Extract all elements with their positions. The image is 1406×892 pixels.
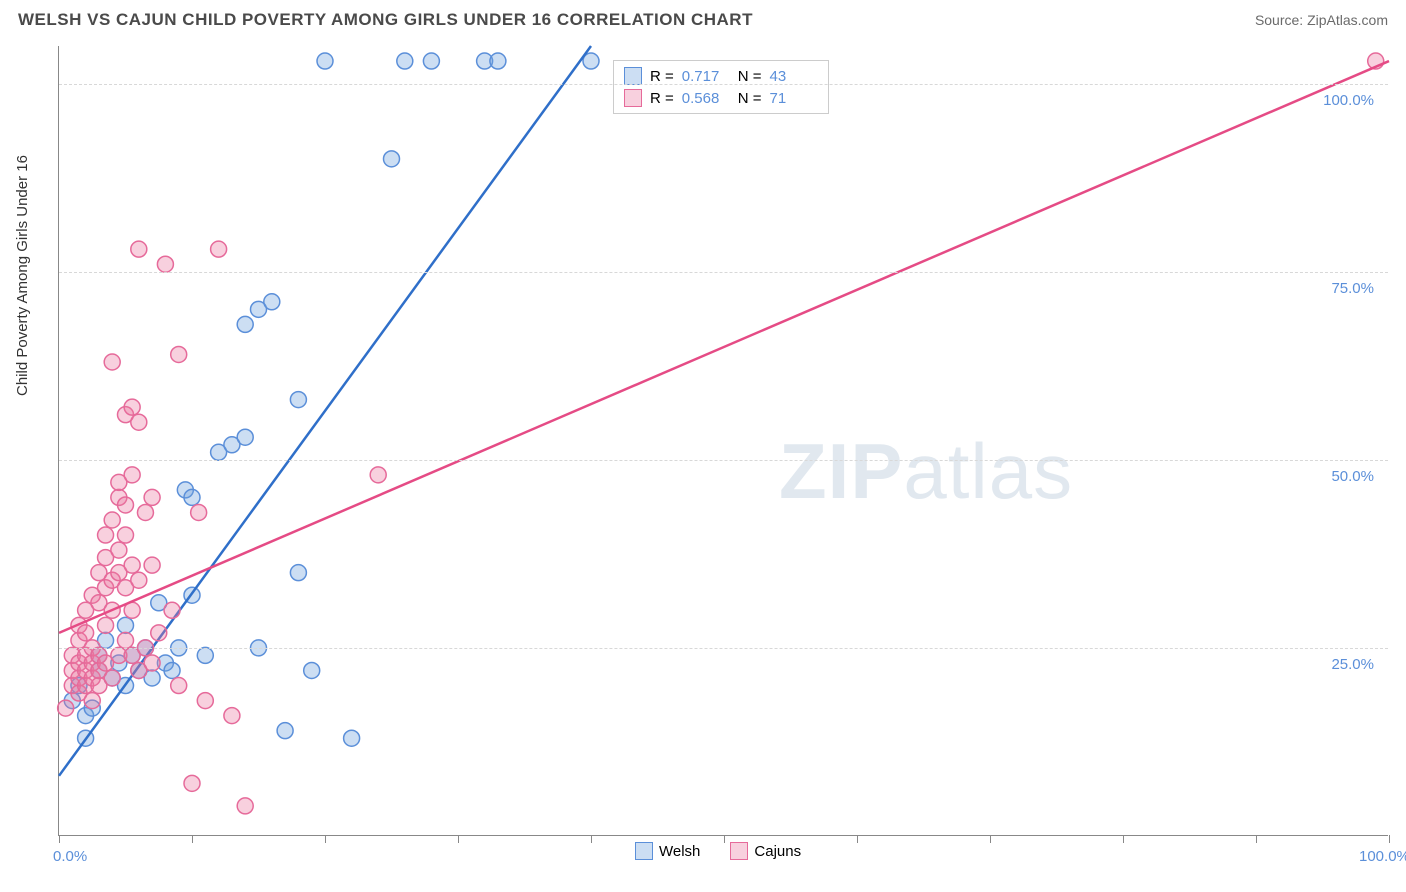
scatter-point <box>151 625 167 641</box>
legend-item: Welsh <box>635 842 700 860</box>
scatter-point <box>84 693 100 709</box>
chart-area: Child Poverty Among Girls Under 16 ZIPat… <box>0 36 1406 886</box>
chart-source: Source: ZipAtlas.com <box>1255 12 1388 28</box>
legend-r-label: R = <box>650 90 674 107</box>
scatter-point <box>157 256 173 272</box>
scatter-point <box>118 632 134 648</box>
scatter-point <box>184 489 200 505</box>
scatter-point <box>124 399 140 415</box>
scatter-point <box>397 53 413 69</box>
scatter-point <box>317 53 333 69</box>
legend-swatch <box>730 842 748 860</box>
legend-item: Cajuns <box>730 842 801 860</box>
scatter-point <box>104 512 120 528</box>
legend-label: Cajuns <box>754 843 801 860</box>
scatter-point <box>144 557 160 573</box>
scatter-point <box>237 429 253 445</box>
x-tick <box>59 835 60 843</box>
scatter-point <box>137 504 153 520</box>
chart-header: WELSH VS CAJUN CHILD POVERTY AMONG GIRLS… <box>0 0 1406 36</box>
scatter-point <box>104 670 120 686</box>
y-tick-label: 100.0% <box>1323 92 1374 109</box>
scatter-point <box>118 497 134 513</box>
x-tick <box>1256 835 1257 843</box>
x-tick-label: 0.0% <box>53 848 87 865</box>
scatter-point <box>118 617 134 633</box>
scatter-point <box>304 662 320 678</box>
scatter-point <box>98 527 114 543</box>
scatter-point <box>124 557 140 573</box>
grid-line <box>59 648 1388 649</box>
y-tick-label: 75.0% <box>1331 280 1374 297</box>
scatter-point <box>124 467 140 483</box>
scatter-point <box>197 647 213 663</box>
correlation-legend: R = 0.717 N = 43 R = 0.568 N = 71 <box>613 60 829 114</box>
scatter-point <box>104 354 120 370</box>
trend-line <box>59 61 1389 633</box>
scatter-point <box>98 617 114 633</box>
legend-swatch <box>624 67 642 85</box>
x-tick <box>1389 835 1390 843</box>
legend-swatch <box>624 89 642 107</box>
scatter-point <box>344 730 360 746</box>
scatter-point <box>131 414 147 430</box>
y-tick-label: 25.0% <box>1331 656 1374 673</box>
scatter-point <box>191 504 207 520</box>
legend-n-value: 71 <box>770 90 818 107</box>
scatter-point <box>423 53 439 69</box>
scatter-point <box>490 53 506 69</box>
scatter-point <box>184 775 200 791</box>
x-tick <box>591 835 592 843</box>
scatter-point <box>384 151 400 167</box>
scatter-point <box>131 241 147 257</box>
scatter-point <box>237 798 253 814</box>
grid-line <box>59 460 1388 461</box>
scatter-point <box>171 346 187 362</box>
legend-row: R = 0.568 N = 71 <box>624 87 818 109</box>
scatter-point <box>290 392 306 408</box>
legend-n-label: N = <box>738 68 762 85</box>
scatter-point <box>111 542 127 558</box>
plot-svg <box>59 46 1388 835</box>
scatter-point <box>211 241 227 257</box>
legend-label: Welsh <box>659 843 700 860</box>
scatter-point <box>264 294 280 310</box>
scatter-point <box>118 527 134 543</box>
series-legend: Welsh Cajuns <box>635 842 801 860</box>
scatter-point <box>164 662 180 678</box>
chart-title: WELSH VS CAJUN CHILD POVERTY AMONG GIRLS… <box>18 10 753 30</box>
x-tick <box>724 835 725 843</box>
scatter-point <box>58 700 74 716</box>
scatter-point <box>131 572 147 588</box>
y-tick-label: 50.0% <box>1331 468 1374 485</box>
scatter-point <box>370 467 386 483</box>
legend-r-value: 0.568 <box>682 90 730 107</box>
x-tick-label: 100.0% <box>1359 848 1406 865</box>
legend-swatch <box>635 842 653 860</box>
scatter-point <box>144 489 160 505</box>
grid-line <box>59 272 1388 273</box>
scatter-point <box>237 316 253 332</box>
scatter-point <box>171 678 187 694</box>
legend-r-label: R = <box>650 68 674 85</box>
x-tick <box>990 835 991 843</box>
x-tick <box>1123 835 1124 843</box>
legend-n-value: 43 <box>770 68 818 85</box>
plot-region: ZIPatlas R =0.717N =43R =0.568N =71 Wels… <box>58 46 1388 836</box>
scatter-point <box>164 602 180 618</box>
scatter-point <box>144 655 160 671</box>
x-tick <box>192 835 193 843</box>
scatter-point <box>78 625 94 641</box>
scatter-point <box>277 723 293 739</box>
grid-line <box>59 84 1388 85</box>
scatter-point <box>197 693 213 709</box>
legend-n-label: N = <box>738 90 762 107</box>
scatter-point <box>224 708 240 724</box>
x-tick <box>857 835 858 843</box>
x-tick <box>458 835 459 843</box>
x-tick <box>325 835 326 843</box>
scatter-point <box>290 565 306 581</box>
legend-r-value: 0.717 <box>682 68 730 85</box>
y-axis-label: Child Poverty Among Girls Under 16 <box>14 155 31 396</box>
